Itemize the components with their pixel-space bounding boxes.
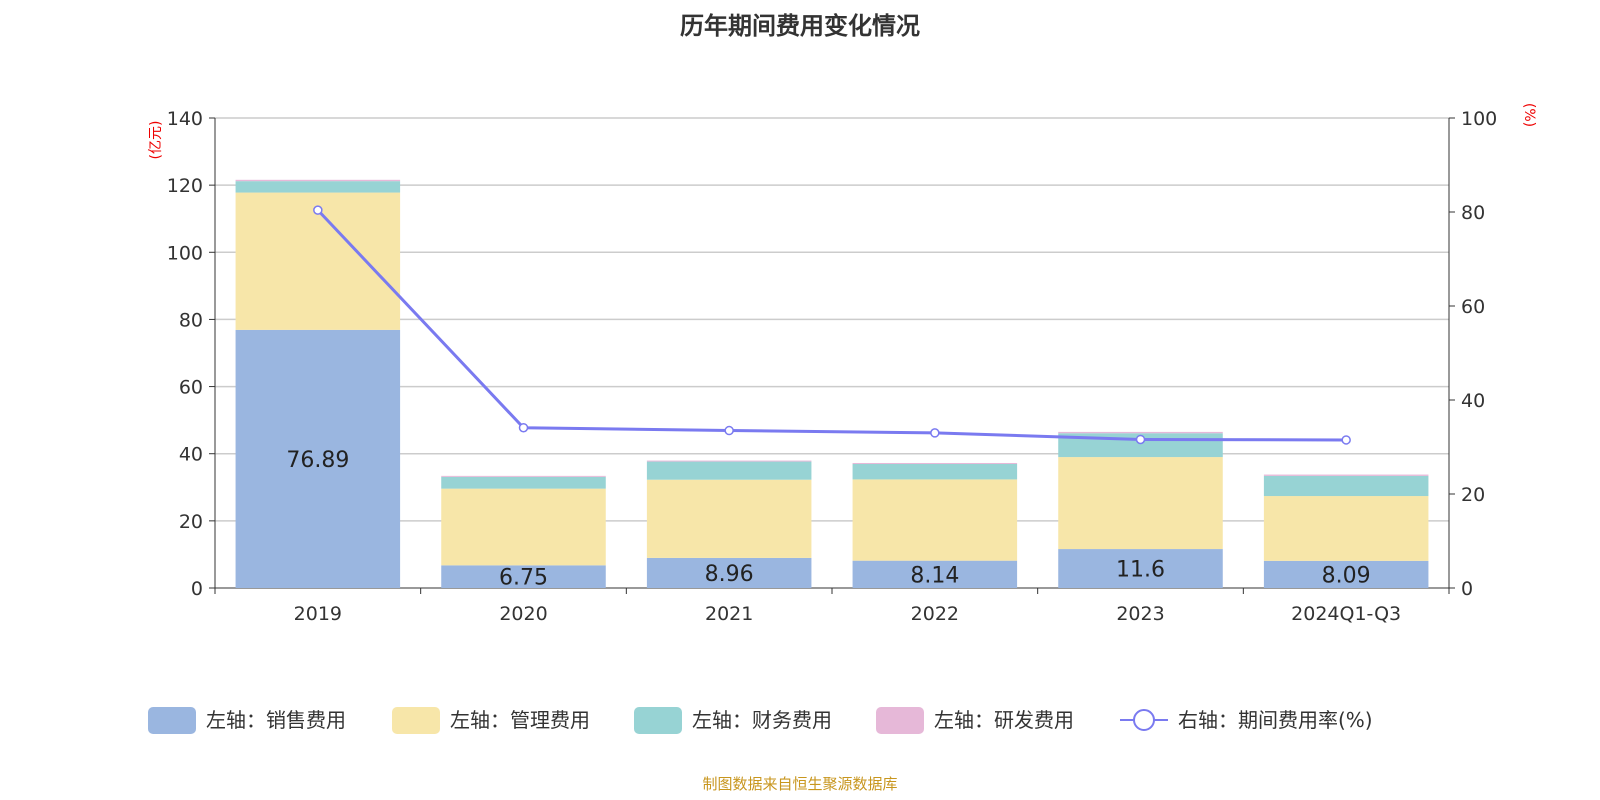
data-label: 6.75 (499, 566, 548, 591)
x-tick-label: 2020 (499, 603, 547, 625)
rate-point (724, 425, 734, 436)
x-tick-label: 2022 (911, 603, 959, 625)
left-tick-label: 0 (191, 578, 203, 600)
bar-segment-0 (235, 329, 401, 588)
bar-segment-3 (1263, 474, 1429, 476)
rate-line (316, 209, 1347, 442)
bar-segment-2 (441, 476, 606, 489)
bar-segment-1 (1263, 496, 1429, 561)
rate-point (518, 422, 529, 433)
bar-segment-0 (1263, 560, 1429, 588)
bar-segment-1 (646, 479, 812, 558)
right-axis-unit: (%) (1521, 103, 1537, 127)
legend-label: 右轴：期间费用率(%) (1178, 708, 1373, 732)
source-note: 制图数据来自恒生聚源数据库 (702, 775, 898, 793)
left-tick-label: 100 (167, 242, 203, 264)
right-tick-label: 80 (1461, 202, 1485, 224)
legend-label: 左轴：管理费用 (450, 708, 590, 732)
legend-marker (1133, 709, 1155, 731)
data-label: 11.6 (1116, 558, 1165, 583)
chart-title: 历年期间费用变化情况 (680, 12, 920, 40)
rate-point (930, 428, 940, 438)
bar-segment-1 (852, 479, 1018, 561)
bar-segment-0 (852, 560, 1018, 588)
bar-segment-1 (441, 488, 606, 566)
bar-segment-2 (646, 461, 812, 480)
legend-label: 左轴：销售费用 (206, 708, 346, 732)
left-tick-label: 60 (179, 377, 203, 399)
x-tick-label: 2019 (294, 603, 342, 625)
legend-swatch (876, 707, 924, 734)
bar-segment-2 (852, 463, 1018, 480)
data-label: 8.09 (1322, 563, 1371, 588)
legend-swatch (634, 707, 682, 734)
legend-swatch (148, 707, 196, 734)
bar-segment-3 (441, 475, 606, 477)
bar-segment-0 (646, 557, 812, 588)
data-label: 76.89 (286, 448, 349, 473)
x-tick-label: 2023 (1116, 603, 1164, 625)
bar-segment-3 (646, 460, 812, 462)
left-tick-label: 140 (167, 108, 203, 130)
legend-label: 左轴：研发费用 (934, 708, 1074, 732)
right-tick-label: 100 (1461, 108, 1497, 130)
right-tick-label: 0 (1461, 578, 1473, 600)
x-tick-label: 2024Q1-Q3 (1291, 603, 1401, 625)
left-tick-label: 120 (167, 175, 203, 197)
legend-swatch (392, 707, 440, 734)
rate-point (313, 205, 323, 215)
right-tick-label: 40 (1461, 390, 1485, 412)
bar-segment-3 (1058, 431, 1223, 434)
bar-segment-3 (852, 462, 1018, 464)
bar-segment-1 (1058, 457, 1223, 550)
left-tick-label: 40 (179, 444, 203, 466)
bar-segment-0 (1058, 549, 1223, 588)
bar-segment-1 (235, 192, 401, 330)
left-axis-unit: (亿元) (148, 121, 164, 160)
left-tick-label: 80 (179, 309, 203, 331)
right-tick-label: 20 (1461, 484, 1485, 506)
rate-point (1135, 434, 1146, 445)
data-label: 8.96 (705, 562, 754, 587)
data-label: 8.14 (910, 563, 959, 588)
right-tick-label: 60 (1461, 296, 1485, 318)
bar-segment-2 (1263, 475, 1429, 497)
rate-point (1341, 435, 1351, 445)
bar-segment-2 (235, 181, 401, 193)
left-tick-label: 20 (179, 511, 203, 533)
bar-segment-0 (441, 565, 606, 588)
legend-label: 左轴：财务费用 (692, 708, 832, 732)
bar-segment-3 (235, 179, 401, 182)
x-tick-label: 2021 (705, 603, 753, 625)
